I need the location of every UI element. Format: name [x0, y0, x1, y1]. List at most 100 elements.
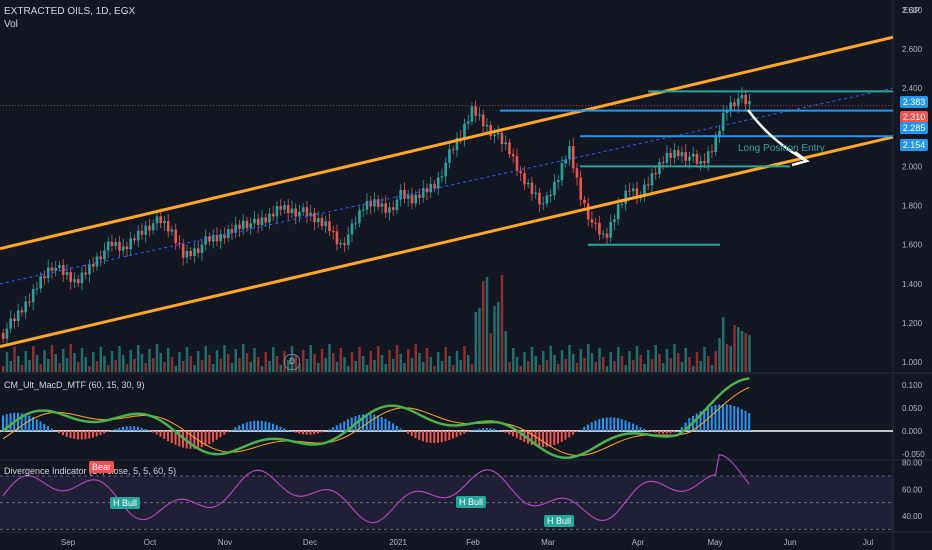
macd-histogram-bar [530, 431, 533, 446]
volume-bar [365, 365, 369, 372]
macd-histogram-bar [489, 428, 492, 431]
candle-body [425, 188, 429, 193]
candle-body [215, 235, 219, 242]
volume-bar [437, 352, 440, 372]
volume-bar [665, 349, 669, 372]
volume-bar [118, 346, 121, 372]
macd-histogram-bar [163, 431, 166, 439]
macd-histogram-bar [680, 427, 683, 431]
volume-bar [632, 360, 635, 372]
candle-body [328, 221, 331, 232]
candle-body [440, 176, 444, 178]
candle-body [253, 218, 256, 224]
candle-body [489, 124, 492, 137]
volume-bar [527, 361, 530, 372]
volume-bar [587, 344, 590, 372]
candle-body [290, 208, 294, 214]
macd-histogram-bar [309, 431, 312, 435]
dividend-badge-icon[interactable]: D [284, 354, 300, 370]
macd-histogram-bar [467, 431, 469, 433]
candle-body [688, 156, 691, 161]
volume-bar [459, 360, 462, 372]
rsi-axis-tick: 60.00 [902, 485, 923, 494]
macd-histogram-bar [703, 409, 706, 431]
macd-histogram-bar [583, 426, 586, 431]
macd-histogram-bar [114, 429, 117, 431]
price-axis-tick: 2.000 [902, 162, 923, 171]
macd-histogram-bar [459, 431, 462, 436]
volume-bar [452, 365, 455, 372]
macd-histogram-bar [733, 405, 736, 431]
volume-bar [178, 352, 181, 372]
macd-histogram-bar [557, 431, 559, 444]
macd-histogram-bar [377, 415, 379, 431]
candle-body [58, 265, 61, 268]
volume-bar [208, 355, 211, 372]
volume-bar [489, 333, 492, 372]
rsi-axis-tick: 40.00 [902, 512, 923, 521]
macd-histogram-bar [245, 422, 248, 431]
candle-body [106, 241, 110, 251]
volume-bar [440, 361, 444, 372]
candle-body [163, 221, 166, 224]
macd-histogram-bar [545, 431, 548, 447]
macd-histogram-bar [343, 421, 346, 431]
volume-bar [579, 349, 582, 372]
candle-body [635, 188, 639, 199]
candle-body [714, 136, 717, 153]
macd-histogram-bar [103, 431, 106, 434]
candle-body [654, 173, 657, 175]
macd-histogram-bar [594, 420, 597, 431]
volume-bar [523, 352, 526, 372]
volume-bar [654, 345, 657, 372]
candle-body [538, 192, 541, 205]
candle-body [170, 229, 174, 232]
volume-bar [643, 364, 646, 372]
candle-body [140, 230, 144, 235]
candle-body [511, 154, 515, 157]
volume-bar [185, 347, 189, 372]
volume-bar [339, 348, 342, 372]
macd-histogram-bar [395, 425, 398, 431]
candle-body [736, 98, 740, 107]
candle-body [478, 114, 481, 116]
candle-body [84, 272, 87, 275]
volume-bar [253, 348, 256, 372]
candle-body [20, 310, 24, 313]
candle-body [496, 132, 500, 135]
macd-histogram-bar [425, 431, 428, 443]
candle-body [590, 219, 594, 223]
macd-histogram-bar [107, 431, 109, 432]
volume-bar [92, 352, 95, 372]
volume-bar [538, 365, 541, 372]
volume-bar [298, 364, 301, 372]
macd-histogram-bar [632, 423, 634, 431]
macd-histogram-bar [628, 421, 631, 431]
candle-body [305, 207, 309, 217]
volume-bar [9, 361, 12, 372]
volume-bar [658, 354, 661, 372]
macd-histogram-bar [257, 420, 259, 431]
volume-bar [613, 361, 616, 372]
volume-bar [39, 364, 42, 372]
candle-body [151, 223, 155, 231]
time-axis-tick: 2021 [389, 538, 407, 547]
volume-bar [245, 353, 249, 372]
macd-histogram-bar [639, 427, 642, 431]
volume-bar [24, 351, 27, 372]
candle-body [733, 102, 736, 107]
candle-body [594, 222, 597, 224]
volume-bar [707, 356, 710, 372]
candle-body [410, 194, 414, 204]
macd-histogram-bar [362, 414, 364, 431]
candle-body [80, 272, 84, 284]
candle-body [88, 264, 91, 275]
volume-bar [748, 335, 751, 372]
macd-histogram-bar [80, 431, 83, 440]
candle-body [601, 233, 605, 235]
candle-body [455, 138, 459, 151]
volume-bar [155, 344, 159, 372]
macd-histogram-bar [92, 431, 94, 438]
